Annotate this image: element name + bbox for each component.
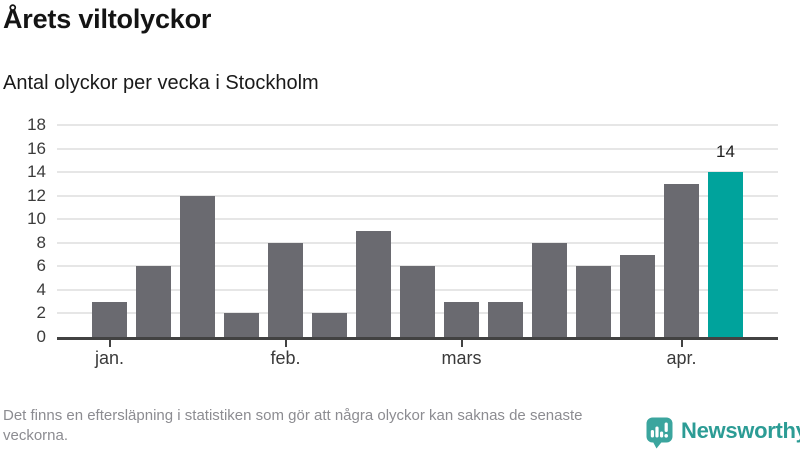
y-tick-label: 2 — [36, 303, 46, 323]
gridline — [57, 194, 778, 197]
bar — [664, 183, 699, 337]
bar — [224, 313, 259, 337]
bar — [400, 266, 435, 337]
gridline — [57, 124, 778, 126]
bar — [180, 195, 215, 337]
footnote: Det finns en eftersläpning i statistiken… — [3, 407, 583, 444]
y-tick-label: 6 — [36, 256, 46, 276]
x-tick-label: mars — [441, 348, 482, 368]
bar — [488, 301, 523, 337]
bar — [620, 254, 655, 337]
bar — [532, 242, 567, 337]
newsworthy-icon — [646, 417, 673, 449]
x-tick-label: apr. — [666, 348, 697, 368]
x-tick — [284, 340, 287, 347]
x-tick — [680, 340, 683, 347]
bar-value-label: 14 — [716, 142, 735, 162]
y-tick-label: 0 — [36, 327, 46, 346]
plot-area — [57, 124, 778, 340]
bar — [136, 266, 171, 337]
bar — [356, 231, 391, 337]
bar — [576, 266, 611, 337]
chart-subtitle: Antal olyckor per vecka i Stockholm — [3, 72, 319, 94]
chart-title: Årets viltolyckor — [3, 4, 212, 34]
newsworthy-logo[interactable]: Newsworthy — [646, 416, 800, 450]
x-axis-line — [57, 337, 778, 340]
gridline — [57, 218, 778, 221]
y-tick-label: 8 — [36, 232, 46, 252]
y-tick-label: 10 — [27, 209, 46, 229]
y-tick-label: 4 — [36, 279, 46, 299]
brand-name: Newsworthy — [681, 418, 800, 443]
x-tick-label: feb. — [270, 348, 301, 368]
gridline — [57, 171, 778, 174]
bar — [92, 301, 127, 337]
y-tick-label: 18 — [27, 115, 46, 134]
gridline — [57, 147, 778, 150]
bar — [312, 313, 347, 337]
x-tick-label: jan. — [94, 348, 125, 368]
bar — [444, 301, 479, 337]
bar — [268, 242, 303, 337]
x-tick — [460, 340, 463, 347]
gridline — [57, 241, 778, 244]
bar — [708, 172, 743, 337]
y-tick-label: 12 — [27, 185, 46, 205]
x-tick — [108, 340, 111, 347]
y-tick-label: 14 — [27, 162, 46, 182]
y-tick-label: 16 — [27, 138, 46, 158]
